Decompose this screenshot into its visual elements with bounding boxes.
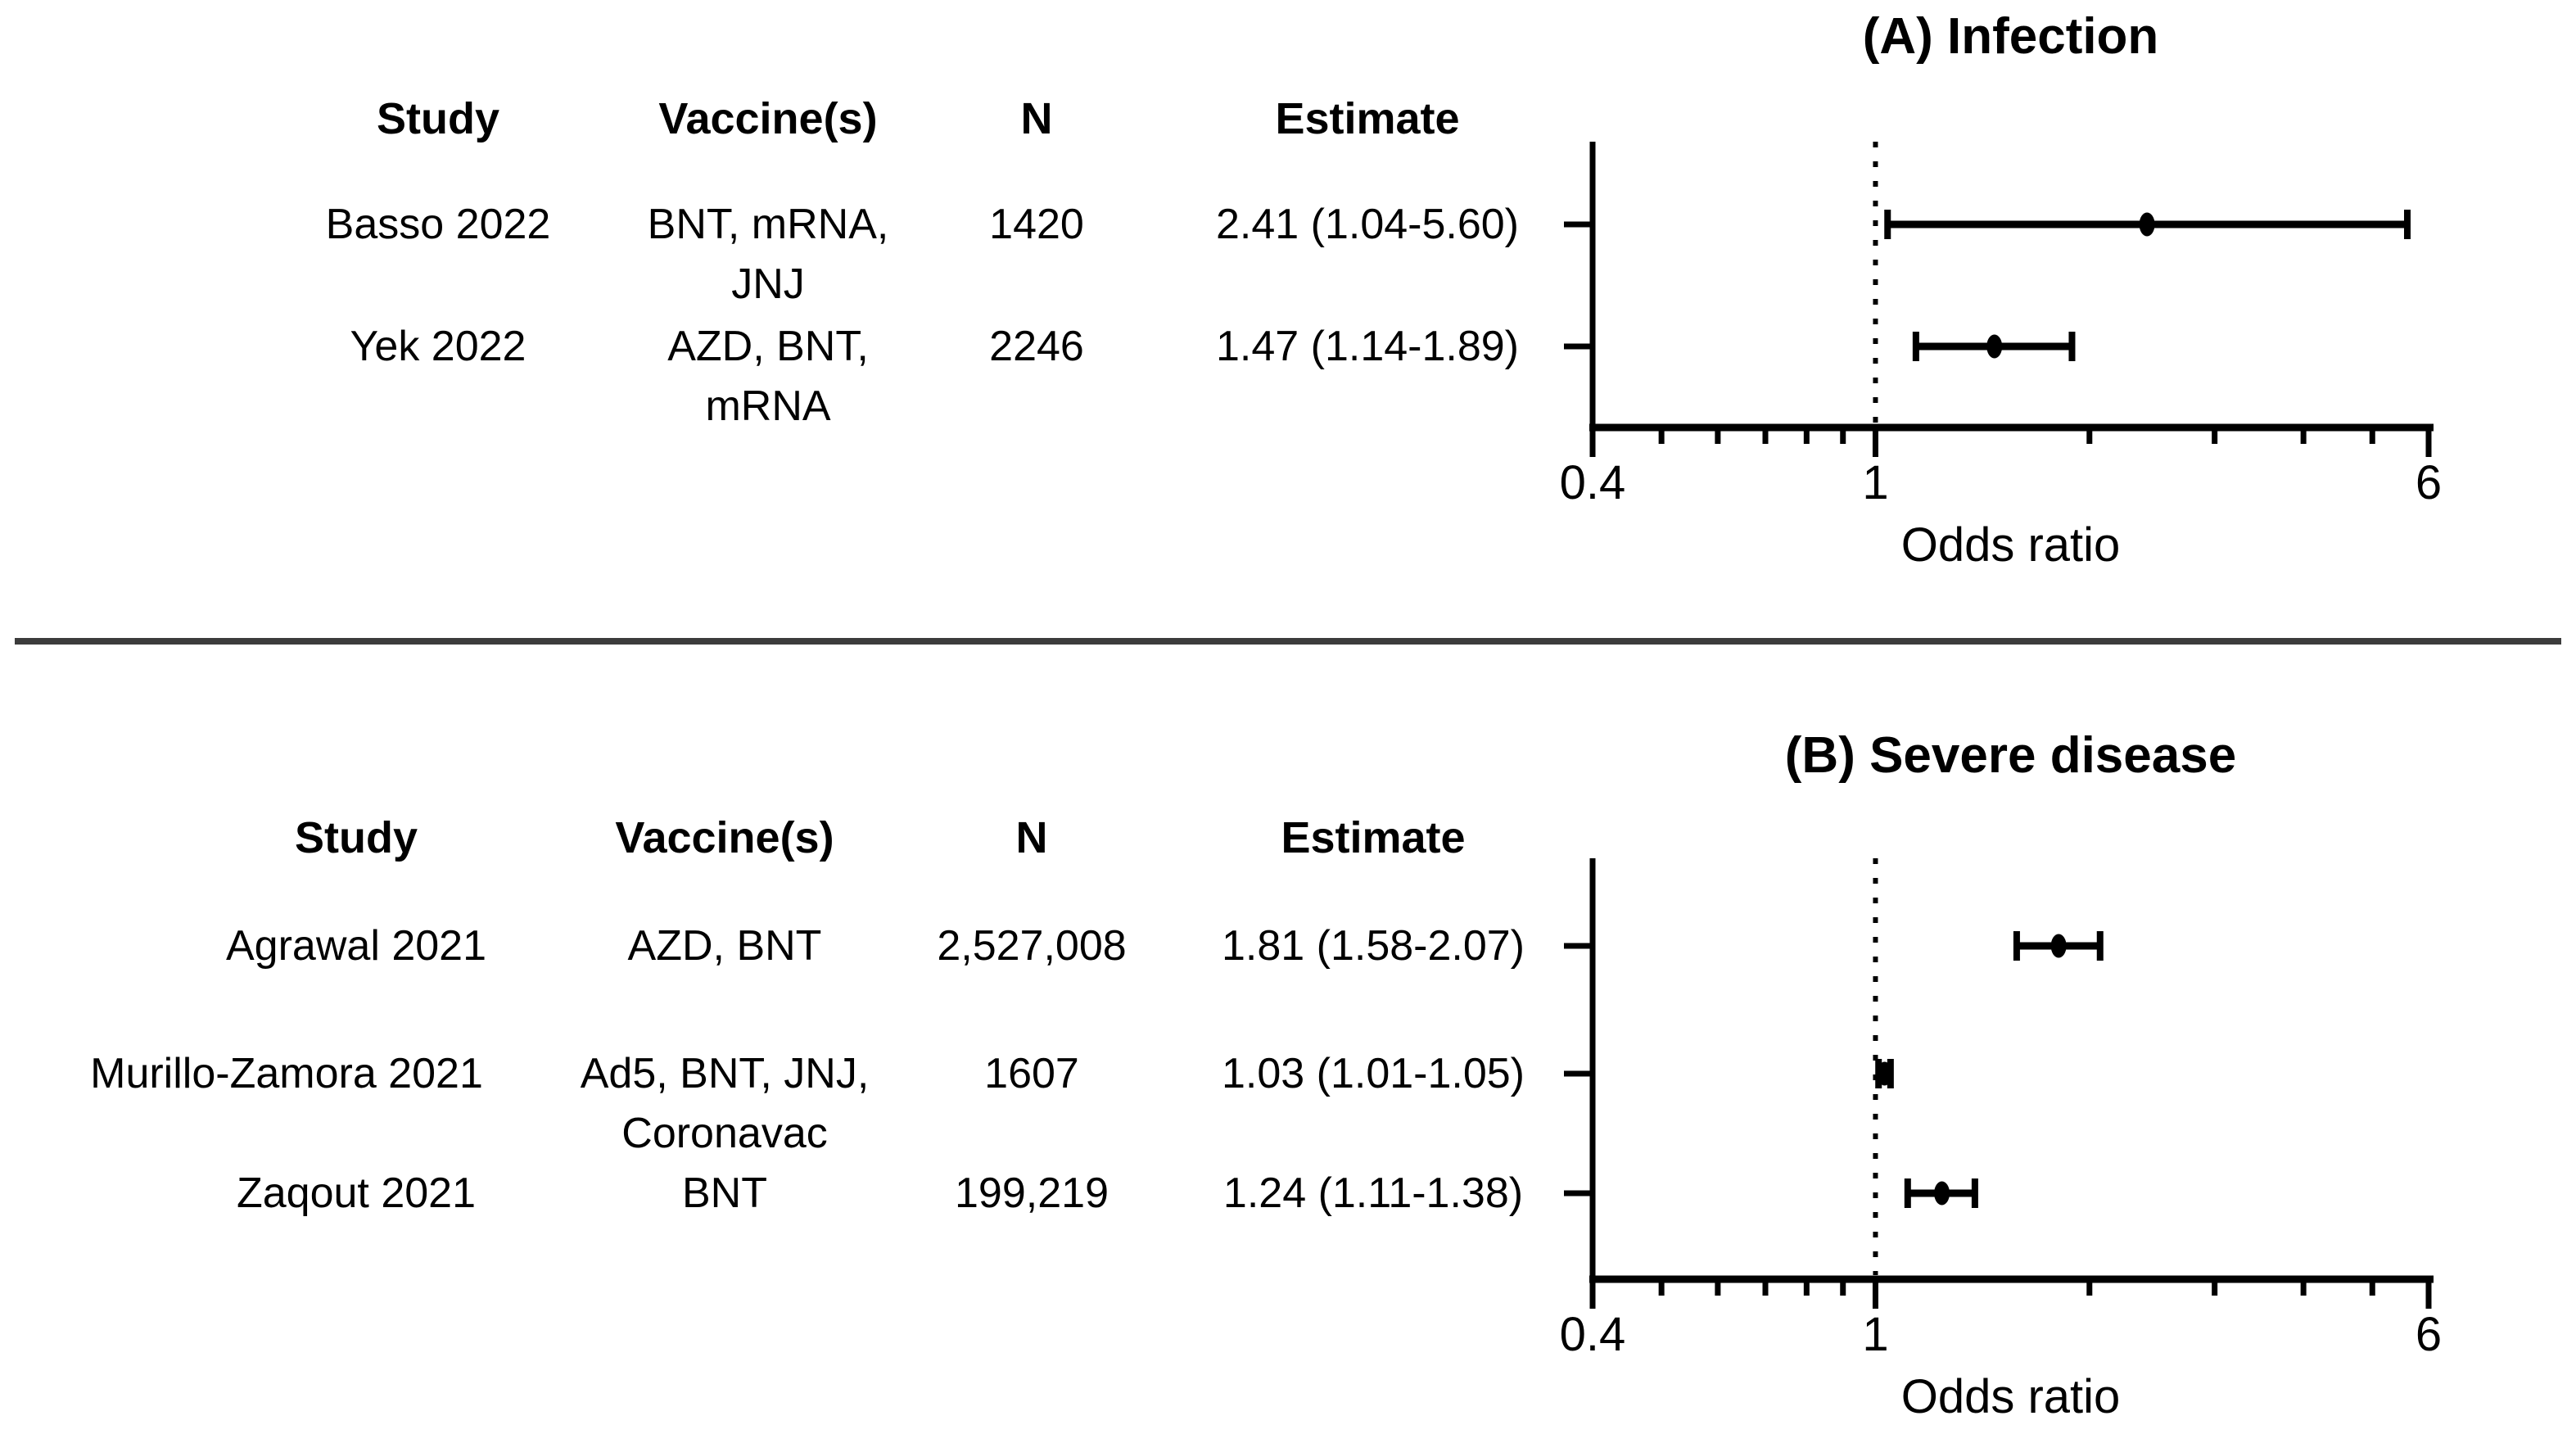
panel-a-tick-label-1: 1 [1862, 456, 1889, 509]
panel-b-column-header-vaccines: Vaccine(s) [615, 813, 834, 862]
panel-a-column-header-vaccines: Vaccine(s) [658, 94, 878, 143]
panel-a-row-vaccines: AZD, BNT, [667, 323, 869, 370]
panel-b-row-estimate: 1.81 (1.58-2.07) [1221, 922, 1525, 970]
panel-b-row-vaccines: AZD, BNT [627, 922, 822, 970]
panel-b-x-axis-label: Odds ratio [1900, 1370, 2121, 1423]
panel-a-column-header-study: Study [376, 94, 500, 143]
panel-a-row-study: Yek 2022 [350, 323, 526, 370]
panel-b-tick-label-0.4: 0.4 [1559, 1308, 1626, 1361]
panel-a-row-estimate: 2.41 (1.04-5.60) [1215, 201, 1520, 248]
panel-a-row-study: Basso 2022 [325, 201, 551, 248]
panel-b-column-header-n: N [1015, 813, 1048, 862]
panel-a-row-n: 2246 [989, 323, 1084, 370]
panel-b-row-n: 1607 [984, 1050, 1079, 1097]
panel-a-point-estimate-marker [2139, 212, 2155, 237]
panel-b-row-estimate: 1.24 (1.11-1.38) [1222, 1169, 1524, 1217]
panel-a-tick-label-0.4: 0.4 [1559, 456, 1626, 509]
panel-a-column-header-n: N [1020, 94, 1053, 143]
panel-divider-line [15, 638, 2561, 645]
panel-b-row-estimate: 1.03 (1.01-1.05) [1221, 1050, 1525, 1097]
panel-b-row-study: Zaqout 2021 [236, 1169, 477, 1217]
panel-b-tick-label-6: 6 [2415, 1308, 2443, 1361]
panel-b-row-study: Agrawal 2021 [226, 922, 486, 970]
panel-b-row-vaccines: BNT [682, 1169, 767, 1217]
panel-b-column-header-study: Study [294, 813, 418, 862]
panel-b-point-estimate-marker [2050, 934, 2067, 958]
panel-b-row-vaccines: Ad5, BNT, JNJ, [580, 1050, 870, 1097]
panel-a-tick-label-6: 6 [2415, 456, 2443, 509]
panel-b-row-vaccines-line2: Coronavac [621, 1110, 828, 1157]
panel-b-title: (B) Severe disease [1784, 727, 2237, 784]
panel-b-row-n: 2,527,008 [937, 922, 1127, 970]
panel-b-row-study: Murillo-Zamora 2021 [90, 1050, 483, 1097]
panel-a-row-n: 1420 [989, 201, 1084, 248]
panel-b-tick-label-1: 1 [1862, 1308, 1889, 1361]
panel-a-column-header-estimate: Estimate [1275, 94, 1460, 143]
panel-b-column-header-estimate: Estimate [1281, 813, 1466, 862]
panel-a-row-vaccines-line2: mRNA [705, 382, 831, 430]
panel-a-title: (A) Infection [1862, 8, 2159, 65]
panel-a-row-vaccines: BNT, mRNA, [647, 201, 889, 248]
panel-a-x-axis-label: Odds ratio [1900, 518, 2121, 572]
panel-b-point-estimate-marker [1934, 1181, 1950, 1206]
panel-a-row-estimate: 1.47 (1.14-1.89) [1215, 323, 1520, 370]
panel-a-point-estimate-marker [1986, 334, 2003, 359]
panel-a-row-vaccines-line2: JNJ [731, 260, 805, 308]
panel-b-row-n: 199,219 [955, 1169, 1109, 1217]
panel-b-point-estimate-marker [1877, 1061, 1893, 1086]
